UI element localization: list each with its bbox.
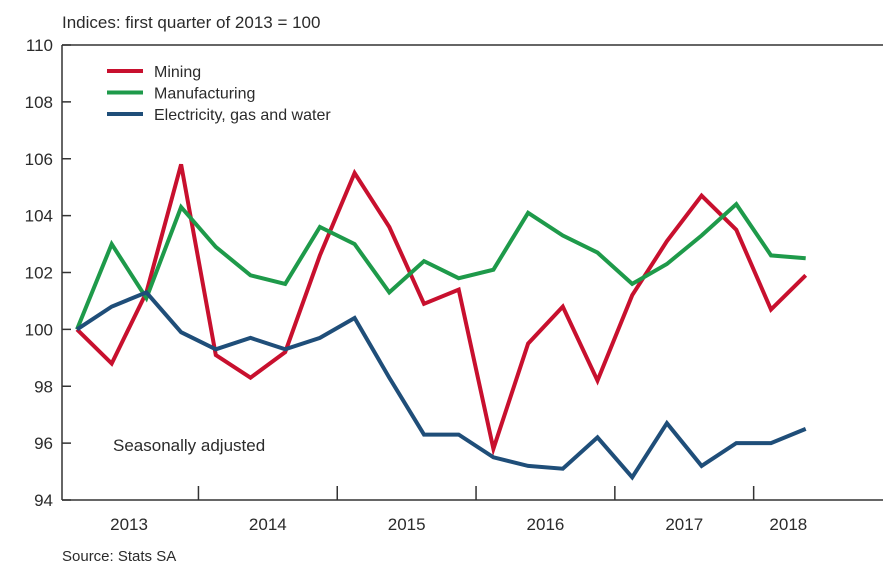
unit-label: Indices: first quarter of 2013 = 100 bbox=[62, 13, 320, 32]
seasonally-adjusted-note: Seasonally adjusted bbox=[113, 436, 265, 455]
y-tick-label: 98 bbox=[34, 377, 53, 396]
y-tick-label: 102 bbox=[25, 264, 53, 283]
x-tick-label: 2016 bbox=[527, 515, 565, 534]
x-tick-label: 2017 bbox=[665, 515, 703, 534]
y-tick-label: 104 bbox=[25, 207, 53, 226]
legend: Mining Manufacturing Electricity, gas and … bbox=[107, 64, 331, 124]
y-tick-label: 110 bbox=[26, 36, 53, 55]
legend-label: Mining bbox=[154, 64, 201, 81]
series-line bbox=[75, 163, 808, 457]
legend-label: Manufacturing bbox=[154, 86, 255, 103]
y-tick-label: 96 bbox=[34, 434, 53, 453]
x-tick-label: 2018 bbox=[769, 515, 807, 534]
y-tick-label: 106 bbox=[25, 150, 53, 169]
legend-label: Electricity, gas and water bbox=[154, 107, 331, 124]
series-layer bbox=[75, 163, 808, 481]
y-axis: 94 96 98 100 102 104 106 108 110 bbox=[25, 36, 71, 510]
series-line bbox=[75, 290, 807, 481]
x-axis: 2013 2014 2015 2016 2017 2018 bbox=[110, 486, 807, 534]
x-tick-label: 2013 bbox=[110, 515, 148, 534]
x-tick-label: 2015 bbox=[388, 515, 426, 534]
y-tick-label: 108 bbox=[25, 93, 53, 112]
series-line bbox=[75, 201, 806, 331]
y-tick-label: 94 bbox=[34, 491, 53, 510]
y-tick-label: 100 bbox=[25, 320, 53, 339]
source-note: Source: Stats SA bbox=[62, 548, 176, 565]
x-tick-label: 2014 bbox=[249, 515, 287, 534]
